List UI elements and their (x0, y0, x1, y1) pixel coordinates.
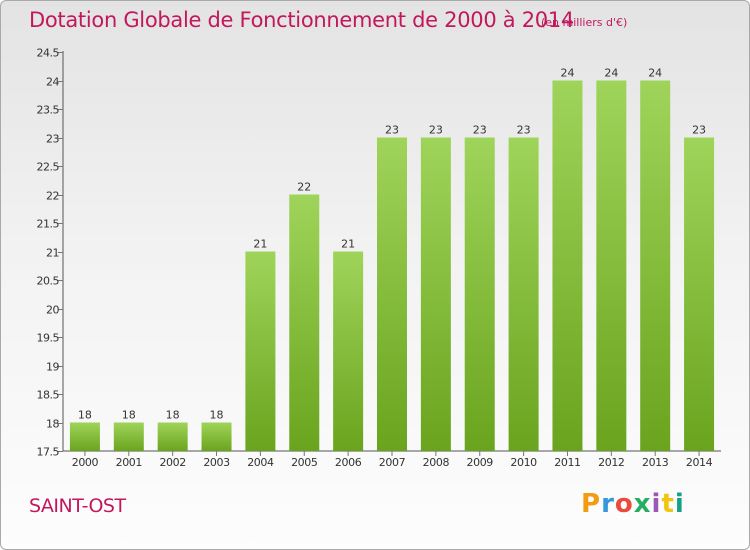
bar-value-label: 24 (604, 67, 618, 80)
chart-title: Dotation Globale de Fonctionnement de 20… (29, 8, 574, 32)
x-tick-label: 2007 (379, 456, 406, 469)
bar-value-label: 18 (166, 409, 180, 422)
bar (157, 422, 188, 451)
bar-value-label: 24 (560, 67, 574, 80)
y-tick-label: 23.5 (37, 104, 60, 117)
x-tick-label: 2001 (116, 456, 142, 469)
y-tick-label: 18 (46, 418, 59, 431)
x-tick-label: 2014 (686, 456, 713, 469)
x-tick-label: 2000 (72, 456, 99, 469)
bar (596, 80, 627, 451)
bar (684, 137, 715, 451)
logo-letter: x (633, 489, 652, 519)
y-tick-label: 22 (46, 190, 59, 203)
bar (420, 137, 451, 451)
x-tick-label: 2009 (467, 456, 494, 469)
commune-name: SAINT-OST (29, 495, 126, 517)
y-tick-label: 24 (46, 76, 59, 89)
logo-letter: o (614, 489, 634, 519)
y-tick-label: 19.5 (37, 332, 60, 345)
x-tick-label: 2005 (291, 456, 318, 469)
y-tick-label: 23 (46, 133, 59, 146)
bar (201, 422, 232, 451)
y-tick-label: 22.5 (37, 161, 60, 174)
bar (333, 251, 364, 451)
bar-value-label: 23 (517, 124, 531, 137)
bar-value-label: 18 (210, 409, 224, 422)
y-tick-label: 20 (46, 304, 59, 317)
bar-value-label: 18 (78, 409, 92, 422)
bar (552, 80, 583, 451)
logo-letter: P (581, 489, 602, 519)
y-tick-label: 21 (46, 247, 59, 260)
bar (377, 137, 407, 451)
x-tick-label: 2002 (159, 456, 185, 469)
x-tick-label: 2004 (247, 456, 274, 469)
y-tick-label: 19 (46, 361, 59, 374)
logo-letter: r (601, 489, 615, 519)
x-tick-label: 2010 (510, 456, 537, 469)
bar (464, 137, 495, 451)
bar (640, 80, 671, 451)
logo-letter: i (674, 489, 685, 519)
x-tick-label: 2003 (203, 456, 230, 469)
bar (245, 251, 276, 451)
bar-value-label: 18 (122, 409, 136, 422)
bar-value-label: 23 (385, 124, 399, 137)
x-tick-label: 2008 (423, 456, 450, 469)
x-tick-label: 2011 (554, 456, 580, 469)
logo-letter: i (651, 489, 662, 519)
x-tick-label: 2006 (335, 456, 362, 469)
bar-value-label: 21 (341, 238, 355, 251)
bar (508, 137, 539, 451)
bar (113, 422, 144, 451)
bar-value-label: 22 (297, 181, 311, 194)
y-tick-label: 18.5 (37, 389, 60, 402)
logo-letter: t (661, 489, 675, 519)
bar-value-label: 23 (473, 124, 487, 137)
bar-value-label: 23 (692, 124, 706, 137)
bar-value-label: 21 (253, 238, 267, 251)
proxiti-logo[interactable]: Proxiti (581, 489, 685, 519)
bar (289, 194, 320, 451)
x-tick-label: 2013 (642, 456, 669, 469)
chart-unit: (en milliers d'€) (541, 16, 628, 29)
bar-value-label: 23 (429, 124, 443, 137)
y-tick-label: 21.5 (37, 218, 60, 231)
bar-value-label: 24 (648, 67, 662, 80)
y-tick-label: 20.5 (37, 275, 60, 288)
y-tick-label: 17.5 (37, 446, 60, 459)
x-tick-label: 2012 (598, 456, 624, 469)
y-tick-label: 24.5 (37, 47, 60, 60)
bar (69, 422, 100, 451)
